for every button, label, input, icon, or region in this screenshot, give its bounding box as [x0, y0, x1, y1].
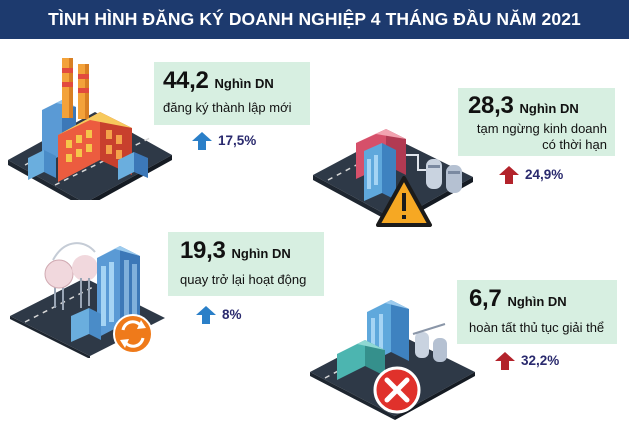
page-title: TÌNH HÌNH ĐĂNG KÝ DOANH NGHIỆP 4 THÁNG Đ…	[48, 9, 581, 29]
stat-description: quay trở lại hoạt động	[180, 272, 307, 287]
stat-unit: Nghìn DN	[519, 101, 579, 116]
factory-illustration-suspended	[313, 129, 473, 227]
stat-number: 6,7	[469, 285, 502, 312]
stat-description: đăng ký thành lập mới	[163, 100, 292, 115]
factory-illustration-new	[8, 58, 172, 200]
change-percent: 32,2%	[521, 353, 560, 368]
title-banner: TÌNH HÌNH ĐĂNG KÝ DOANH NGHIỆP 4 THÁNG Đ…	[0, 0, 629, 39]
stat-headline: 44,2 Nghìn DN	[163, 67, 274, 95]
arrow-up-red-icon	[499, 166, 519, 184]
factory-illustration-dissolved	[310, 300, 475, 420]
arrow-up-blue-icon	[196, 306, 216, 324]
stat-card-suspended: 28,3 Nghìn DN tạm ngừng kinh doanh có thờ…	[458, 88, 615, 156]
stat-headline: 19,3 Nghìn DN	[180, 237, 291, 265]
stat-unit: Nghìn DN	[231, 246, 291, 261]
stat-number: 19,3	[180, 237, 226, 264]
refresh-icon	[113, 314, 153, 354]
change-percent: 24,9%	[525, 167, 564, 182]
change-percent: 8%	[222, 307, 242, 322]
stat-description-line1: tạm ngừng kinh doanh	[476, 121, 607, 136]
stat-card-dissolved: 6,7 Nghìn DN hoàn tất thủ tục giải thể	[457, 280, 617, 344]
stat-number: 28,3	[468, 92, 514, 119]
stat-card-new-registrations: 44,2 Nghìn DN đăng ký thành lập mới	[154, 62, 310, 125]
factory-illustration-resumed	[10, 242, 165, 358]
stat-unit: Nghìn DN	[507, 294, 567, 309]
stat-number: 44,2	[163, 67, 209, 94]
stat-unit: Nghìn DN	[214, 76, 274, 91]
close-icon	[373, 366, 421, 414]
stat-description: hoàn tất thủ tục giải thể	[469, 320, 605, 335]
arrow-up-blue-icon	[192, 132, 212, 150]
change-percent: 17,5%	[218, 133, 257, 148]
stat-description-line2: có thời hạn	[542, 137, 607, 152]
stat-headline: 28,3 Nghìn DN	[468, 92, 579, 120]
stat-headline: 6,7 Nghìn DN	[469, 285, 567, 313]
arrow-up-red-icon	[495, 352, 515, 370]
stat-card-resumed: 19,3 Nghìn DN quay trở lại hoạt động	[168, 232, 324, 296]
